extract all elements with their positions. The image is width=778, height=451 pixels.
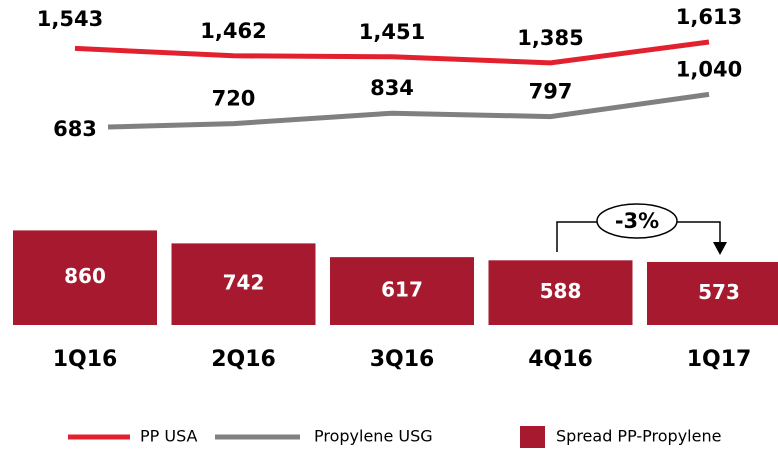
- value-label: 1,040: [676, 57, 742, 81]
- value-label: 683: [53, 117, 97, 141]
- bar-label: 742: [223, 271, 265, 295]
- legend-swatch: [520, 426, 545, 448]
- arrow-head: [713, 242, 727, 255]
- value-label: 1,385: [517, 26, 583, 50]
- bar-label: 860: [64, 264, 106, 288]
- bar: [171, 243, 316, 325]
- annotation-bubble: [596, 203, 678, 239]
- value-label: 1,543: [37, 7, 103, 31]
- annotation: -3%: [556, 203, 727, 255]
- x-tick-label: 3Q16: [370, 347, 435, 372]
- x-tick-label: 2Q16: [211, 347, 276, 372]
- bar-label: 573: [698, 280, 740, 304]
- line: [74, 39, 710, 66]
- bar: [330, 257, 474, 325]
- value-label: 1,451: [359, 20, 425, 44]
- bar-label: 617: [381, 278, 423, 302]
- x-tick-label: 1Q16: [53, 347, 118, 372]
- value-label: 720: [212, 87, 256, 111]
- value-label: 797: [529, 80, 573, 104]
- x-tick-label: 1Q17: [687, 347, 752, 372]
- value-label: 1,613: [676, 5, 742, 29]
- x-tick-label: 4Q16: [528, 347, 593, 372]
- value-label: 834: [370, 76, 414, 100]
- legend-label: PP USA: [140, 427, 198, 446]
- line: [107, 91, 710, 130]
- legend-label: Propylene USG: [314, 427, 433, 446]
- value-label: 1,462: [200, 19, 266, 43]
- legend-label: Spread PP-Propylene: [556, 427, 721, 446]
- bar: [488, 260, 633, 325]
- bar: [647, 261, 778, 325]
- annotation-text: -3%: [615, 209, 659, 233]
- bar-label: 588: [540, 279, 582, 303]
- bar: [13, 230, 157, 325]
